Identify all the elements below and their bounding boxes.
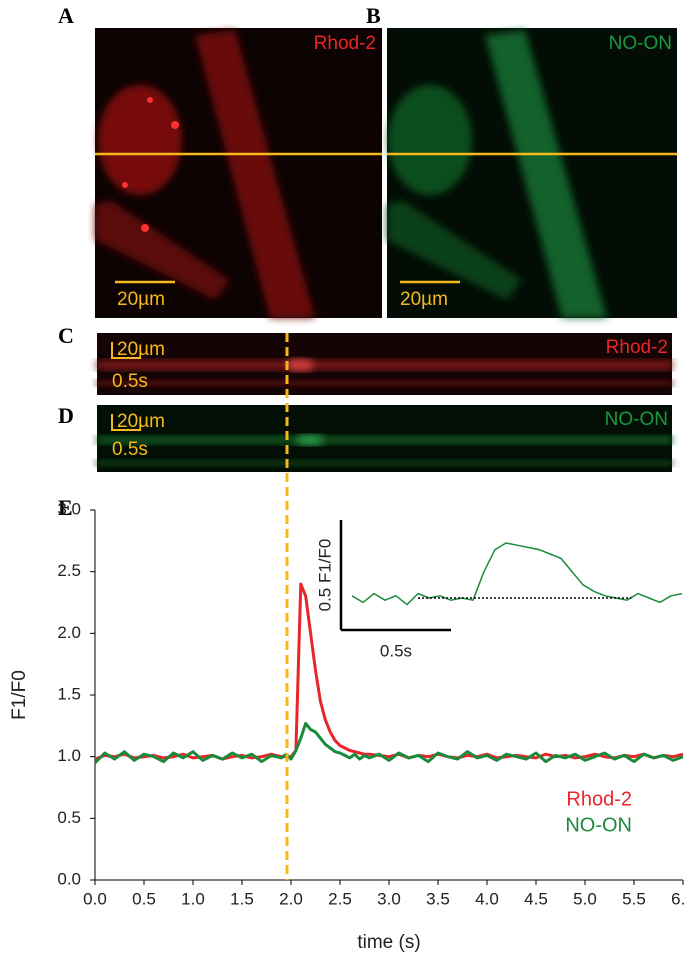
y-tick-label: 0.0 (57, 869, 81, 888)
x-tick-label: 3.5 (426, 889, 450, 908)
x-tick-label: 5.0 (573, 889, 597, 908)
panel-label: A (58, 3, 74, 28)
panel-c-image (97, 333, 672, 395)
panel-label: B (366, 3, 381, 28)
scale-bar-label: 0.5s (380, 641, 412, 660)
y-axis-title: F1/F0 (9, 670, 30, 720)
y-tick-label: 2.0 (57, 623, 81, 642)
x-tick-label: 4.0 (475, 889, 499, 908)
y-tick-label: 3.0 (57, 499, 81, 518)
legend-entry: NO-ON (565, 814, 632, 836)
y-tick-label: 1.0 (57, 746, 81, 765)
channel-label: Rhod-2 (606, 337, 668, 358)
channel-label: NO-ON (605, 409, 668, 430)
scale-label: 20µm (117, 339, 165, 360)
panel-label: C (58, 323, 74, 348)
scale-label: 20µm (117, 289, 165, 310)
scale-bar-label: 0.5 F1/F0 (315, 539, 334, 612)
panel-d-image (97, 405, 672, 472)
scale-label: 20µm (117, 411, 165, 432)
x-tick-label: 1.0 (181, 889, 205, 908)
time-scale-label: 0.5s (112, 439, 148, 460)
x-tick-label: 0.5 (132, 889, 156, 908)
x-tick-label: 1.5 (230, 889, 254, 908)
panel-b-image (387, 28, 677, 318)
y-tick-label: 1.5 (57, 684, 81, 703)
line-series (351, 542, 683, 606)
channel-label: Rhod-2 (314, 33, 376, 54)
y-tick-label: 0.5 (57, 808, 81, 827)
x-tick-label: 6.0 (671, 889, 685, 908)
x-tick-label: 3.0 (377, 889, 401, 908)
panel-label: E (58, 495, 73, 520)
y-tick-label: 2.5 (57, 561, 81, 580)
panel-label: D (58, 403, 74, 428)
x-axis-title: time (s) (357, 932, 420, 953)
x-tick-label: 4.5 (524, 889, 548, 908)
x-tick-label: 0.0 (83, 889, 107, 908)
channel-label: NO-ON (609, 33, 672, 54)
line-series (94, 582, 684, 761)
scale-label: 20µm (400, 289, 448, 310)
x-tick-label: 5.5 (622, 889, 646, 908)
legend-entry: Rhod-2 (566, 788, 632, 810)
x-tick-label: 2.5 (328, 889, 352, 908)
x-tick-label: 2.0 (279, 889, 303, 908)
time-scale-label: 0.5s (112, 371, 148, 392)
line-series (93, 721, 684, 764)
panel-a-image (95, 28, 382, 318)
